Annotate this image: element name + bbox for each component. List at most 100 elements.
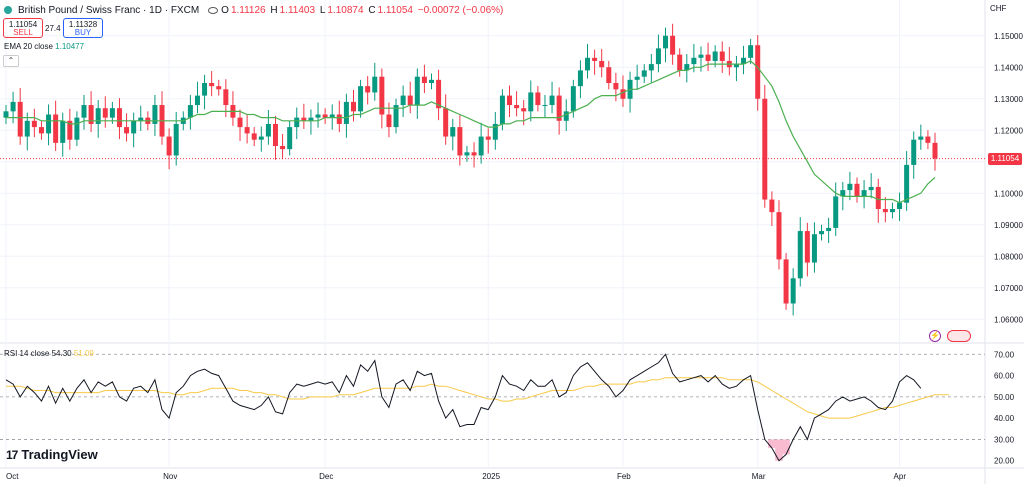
candle-body bbox=[350, 101, 356, 112]
candle-body bbox=[287, 127, 293, 150]
sell-button[interactable]: 1.11054 SELL bbox=[3, 18, 43, 38]
candle-body bbox=[783, 259, 789, 304]
candle-body bbox=[875, 186, 881, 209]
x-tick-label: Apr bbox=[894, 472, 907, 481]
open-label: O bbox=[221, 4, 229, 16]
y-tick-label: 1.09000 bbox=[994, 221, 1023, 230]
candle-body bbox=[31, 120, 37, 128]
candle-body bbox=[372, 76, 378, 93]
candle-body bbox=[379, 76, 385, 115]
candle-body bbox=[762, 98, 768, 200]
candle-body bbox=[485, 136, 491, 140]
candle-body bbox=[301, 117, 307, 121]
rsi-tick-label: 60.00 bbox=[994, 372, 1015, 381]
candle-body bbox=[24, 120, 30, 137]
candle-body bbox=[407, 95, 413, 106]
symbol-title[interactable]: British Pound / Swiss Franc · 1D · FXCM bbox=[18, 4, 200, 16]
sell-price: 1.11054 bbox=[8, 20, 38, 29]
candle-body bbox=[542, 105, 548, 107]
flag-group-icon[interactable] bbox=[947, 330, 971, 342]
lightning-icon[interactable]: ⚡ bbox=[929, 330, 941, 342]
candle-body bbox=[570, 86, 576, 112]
candle-body bbox=[868, 186, 874, 191]
rsi-tick-label: 50.00 bbox=[994, 393, 1015, 402]
candle-body bbox=[17, 101, 23, 137]
candle-body bbox=[124, 127, 130, 134]
candle-body bbox=[244, 127, 250, 134]
candle-body bbox=[450, 127, 456, 137]
rsi-line bbox=[5, 353, 922, 462]
candle-body bbox=[216, 86, 222, 90]
candle-body bbox=[556, 95, 562, 121]
candle-body bbox=[549, 95, 555, 106]
candle-body bbox=[329, 114, 335, 118]
candle-body bbox=[336, 114, 342, 124]
candle-body bbox=[897, 202, 903, 209]
candle-body bbox=[613, 83, 619, 90]
candle-body bbox=[499, 95, 505, 124]
candle-body bbox=[797, 231, 803, 279]
chart-header: British Pound / Swiss Franc · 1D · FXCM … bbox=[2, 2, 505, 18]
market-status-icon bbox=[4, 6, 12, 14]
collapse-legend-button[interactable]: ⌃ bbox=[3, 55, 19, 67]
candle-body bbox=[38, 127, 44, 134]
candle-body bbox=[464, 152, 470, 156]
candle-body bbox=[528, 92, 534, 112]
low-label: L bbox=[319, 4, 326, 16]
rsi-tick-label: 30.00 bbox=[994, 435, 1015, 444]
candle-body bbox=[258, 136, 264, 140]
brand-name: TradingView bbox=[21, 447, 98, 462]
candle-body bbox=[138, 117, 144, 121]
candle-body bbox=[889, 209, 895, 213]
candle-body bbox=[670, 35, 676, 55]
ema-value: 1.10477 bbox=[55, 42, 85, 51]
candle-body bbox=[187, 105, 193, 118]
y-tick-label: 1.13000 bbox=[994, 95, 1023, 104]
candle-body bbox=[414, 76, 420, 106]
rsi-legend[interactable]: RSI 14 close 54.30 51.09 bbox=[4, 349, 94, 358]
candle-body bbox=[840, 190, 846, 197]
candle-body bbox=[116, 108, 122, 128]
candle-body bbox=[663, 35, 669, 49]
x-tick-label: Feb bbox=[617, 472, 631, 481]
candle-body bbox=[521, 108, 527, 112]
candle-body bbox=[60, 120, 66, 143]
chart-event-icons: ⚡ bbox=[929, 330, 971, 342]
candle-body bbox=[634, 76, 640, 80]
candle-body bbox=[861, 190, 867, 197]
buy-button[interactable]: 1.11328 BUY bbox=[63, 18, 103, 38]
rsi-tick-label: 70.00 bbox=[994, 350, 1015, 359]
x-tick-label: Dec bbox=[319, 472, 333, 481]
high-label: H bbox=[270, 4, 278, 16]
candle-body bbox=[514, 105, 520, 109]
y-tick-label: 1.12000 bbox=[994, 126, 1023, 135]
tradingview-logo[interactable]: 17 TradingView bbox=[6, 447, 98, 462]
candle-body bbox=[677, 54, 683, 71]
candle-body bbox=[194, 95, 200, 106]
candle-body bbox=[641, 70, 647, 77]
rsi-tick-label: 40.00 bbox=[994, 414, 1015, 423]
candle-body bbox=[755, 45, 761, 99]
x-tick-label: 2025 bbox=[482, 472, 500, 481]
candle-body bbox=[102, 108, 108, 118]
y-tick-label: 1.15000 bbox=[994, 32, 1023, 41]
candle-body bbox=[457, 127, 463, 156]
candle-body bbox=[592, 57, 598, 61]
candle-body bbox=[606, 67, 612, 83]
candle-body bbox=[294, 117, 300, 128]
spread-value: 27.4 bbox=[45, 24, 61, 33]
ema-legend[interactable]: EMA 20 close 1.10477 bbox=[4, 42, 84, 51]
rsi-label: RSI 14 close bbox=[4, 349, 50, 358]
currency-label[interactable]: CHF bbox=[990, 4, 1007, 13]
candle-body bbox=[684, 64, 690, 71]
candle-body bbox=[109, 108, 115, 118]
candle-body bbox=[237, 117, 243, 128]
candle-body bbox=[691, 57, 697, 65]
candle-body bbox=[428, 79, 434, 83]
candle-body bbox=[365, 86, 371, 93]
buy-label: BUY bbox=[74, 28, 92, 37]
candle-body bbox=[826, 227, 832, 232]
candle-body bbox=[776, 212, 782, 260]
visibility-eye-icon[interactable] bbox=[208, 6, 219, 14]
